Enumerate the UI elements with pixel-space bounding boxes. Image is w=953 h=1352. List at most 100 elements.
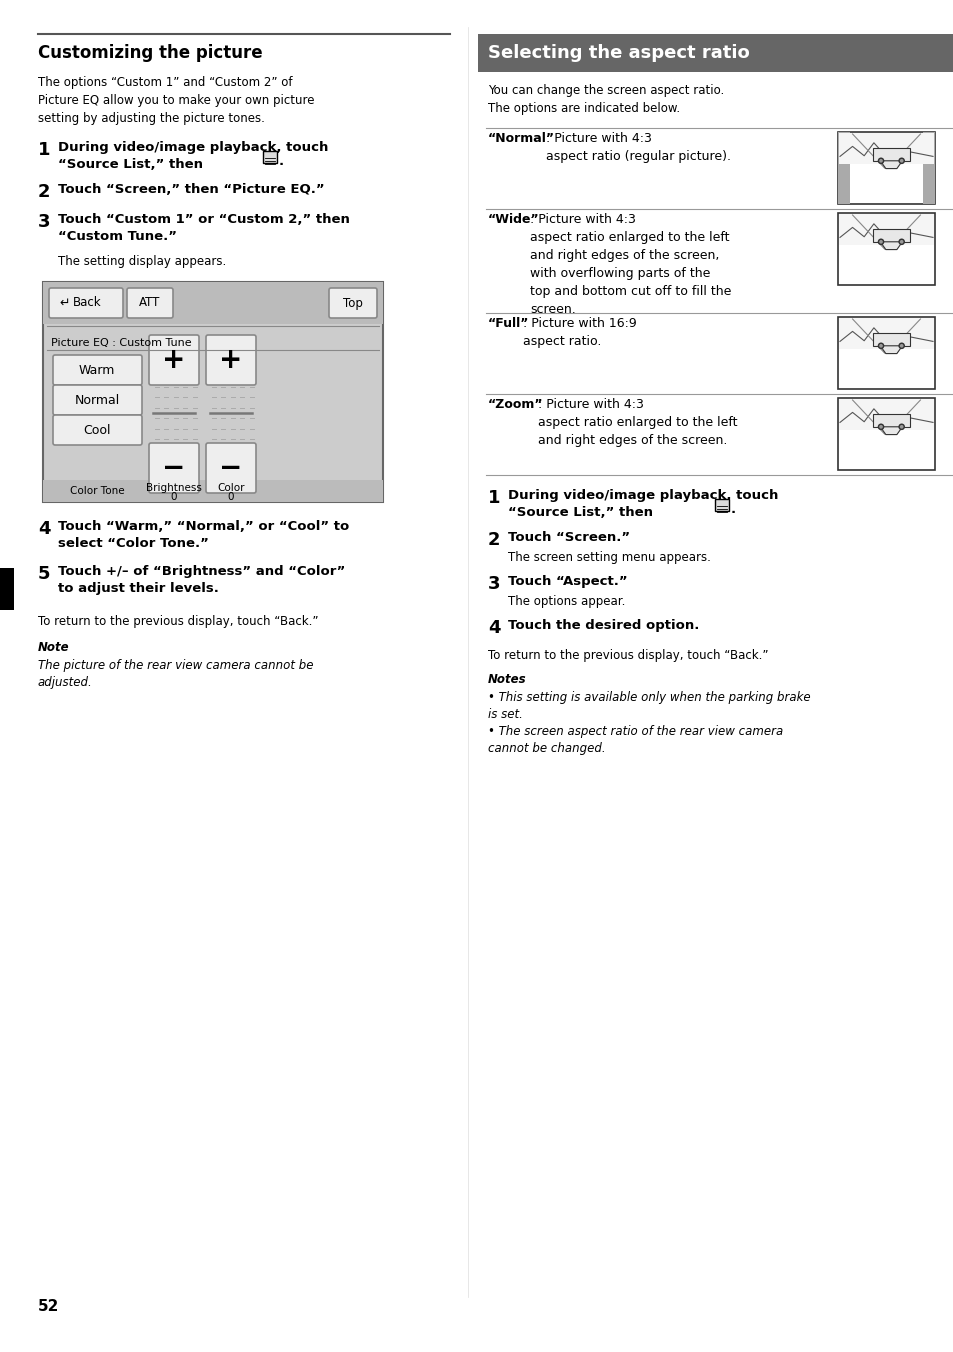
Text: Selecting the aspect ratio: Selecting the aspect ratio xyxy=(488,45,749,62)
Bar xyxy=(872,147,909,161)
Text: Note: Note xyxy=(38,641,70,654)
Text: Touch “Screen,” then “Picture EQ.”: Touch “Screen,” then “Picture EQ.” xyxy=(58,183,324,196)
FancyBboxPatch shape xyxy=(149,335,199,385)
Text: Brightness: Brightness xyxy=(146,483,202,493)
Text: 3: 3 xyxy=(38,214,51,231)
FancyBboxPatch shape xyxy=(206,335,255,385)
Text: Touch “Custom 1” or “Custom 2,” then
“Custom Tune.”: Touch “Custom 1” or “Custom 2,” then “Cu… xyxy=(58,214,350,243)
Text: Normal: Normal xyxy=(74,393,119,407)
Circle shape xyxy=(899,160,902,162)
Bar xyxy=(837,214,934,285)
Circle shape xyxy=(879,425,882,429)
Circle shape xyxy=(879,239,882,243)
FancyBboxPatch shape xyxy=(206,443,255,493)
Text: • The screen aspect ratio of the rear view camera
cannot be changed.: • The screen aspect ratio of the rear vi… xyxy=(488,725,782,754)
Text: 52: 52 xyxy=(38,1299,59,1314)
Circle shape xyxy=(877,238,883,245)
Bar xyxy=(714,499,728,511)
Text: Color Tone: Color Tone xyxy=(70,485,124,496)
Text: Color: Color xyxy=(217,483,245,493)
Polygon shape xyxy=(880,161,902,169)
FancyBboxPatch shape xyxy=(149,443,199,493)
Text: 0: 0 xyxy=(171,492,177,502)
Circle shape xyxy=(898,157,904,164)
Bar xyxy=(477,34,953,72)
Text: You can change the screen aspect ratio.
The options are indicated below.: You can change the screen aspect ratio. … xyxy=(488,84,723,115)
Bar xyxy=(923,132,934,204)
Text: 1: 1 xyxy=(488,489,500,507)
Bar xyxy=(838,318,933,349)
Bar xyxy=(837,316,934,389)
Bar xyxy=(872,228,909,242)
Text: 5: 5 xyxy=(38,565,51,583)
Circle shape xyxy=(899,343,902,347)
Text: 4: 4 xyxy=(488,619,500,637)
Text: Touch the desired option.: Touch the desired option. xyxy=(507,619,699,631)
Bar xyxy=(838,132,933,165)
Bar xyxy=(0,568,14,610)
FancyBboxPatch shape xyxy=(329,288,376,318)
Bar xyxy=(43,480,382,502)
Text: 2: 2 xyxy=(38,183,51,201)
Text: “Normal”: “Normal” xyxy=(488,132,555,145)
Text: Cool: Cool xyxy=(83,423,111,437)
Bar xyxy=(837,397,934,470)
Circle shape xyxy=(898,238,904,245)
Text: +: + xyxy=(219,346,242,375)
Text: Touch “Screen.”: Touch “Screen.” xyxy=(507,531,630,544)
Text: : Picture with 16:9
aspect ratio.: : Picture with 16:9 aspect ratio. xyxy=(522,316,636,347)
Text: ATT: ATT xyxy=(139,296,160,310)
Text: “Zoom”: “Zoom” xyxy=(488,397,543,411)
Text: Notes: Notes xyxy=(488,673,526,685)
Bar xyxy=(872,333,909,346)
Bar xyxy=(43,283,382,324)
Text: The options appear.: The options appear. xyxy=(507,595,625,608)
Bar xyxy=(837,132,849,204)
Text: 4: 4 xyxy=(38,521,51,538)
Circle shape xyxy=(877,157,883,164)
Text: Touch +/– of “Brightness” and “Color”
to adjust their levels.: Touch +/– of “Brightness” and “Color” to… xyxy=(58,565,345,595)
Text: ↵: ↵ xyxy=(59,296,70,310)
Text: During video/image playback, touch
“Source List,” then: During video/image playback, touch “Sour… xyxy=(58,141,328,170)
Text: The screen setting menu appears.: The screen setting menu appears. xyxy=(507,552,710,564)
Text: • This setting is available only when the parking brake
is set.: • This setting is available only when th… xyxy=(488,691,810,721)
Text: Warm: Warm xyxy=(79,364,115,376)
Text: To return to the previous display, touch “Back.”: To return to the previous display, touch… xyxy=(488,649,768,662)
Circle shape xyxy=(899,425,902,429)
Bar xyxy=(872,414,909,427)
Text: : Picture with 4:3
aspect ratio enlarged to the left
and right edges of the scre: : Picture with 4:3 aspect ratio enlarged… xyxy=(530,214,731,316)
Text: “Full”: “Full” xyxy=(488,316,529,330)
Text: .: . xyxy=(730,503,736,516)
Bar xyxy=(43,283,382,502)
Text: 3: 3 xyxy=(488,575,500,594)
Text: The options “Custom 1” and “Custom 2” of
Picture EQ allow you to make your own p: The options “Custom 1” and “Custom 2” of… xyxy=(38,76,314,124)
Text: : Picture with 4:3
aspect ratio (regular picture).: : Picture with 4:3 aspect ratio (regular… xyxy=(545,132,730,164)
Circle shape xyxy=(879,160,882,162)
Bar xyxy=(837,132,934,204)
Text: During video/image playback, touch
“Source List,” then: During video/image playback, touch “Sour… xyxy=(507,489,778,519)
Text: 0: 0 xyxy=(228,492,234,502)
Bar xyxy=(838,399,933,430)
FancyBboxPatch shape xyxy=(49,288,123,318)
Circle shape xyxy=(898,342,904,349)
Polygon shape xyxy=(880,242,902,250)
FancyBboxPatch shape xyxy=(53,385,142,415)
Text: The setting display appears.: The setting display appears. xyxy=(58,256,226,268)
Text: Back: Back xyxy=(73,296,102,310)
Circle shape xyxy=(877,423,883,430)
Circle shape xyxy=(898,423,904,430)
Text: To return to the previous display, touch “Back.”: To return to the previous display, touch… xyxy=(38,615,318,627)
Bar xyxy=(838,214,933,246)
Circle shape xyxy=(899,239,902,243)
Text: : Picture with 4:3
aspect ratio enlarged to the left
and right edges of the scre: : Picture with 4:3 aspect ratio enlarged… xyxy=(537,397,737,448)
Bar xyxy=(263,151,276,164)
Text: The picture of the rear view camera cannot be
adjusted.: The picture of the rear view camera cann… xyxy=(38,658,314,690)
Text: Touch “Warm,” “Normal,” or “Cool” to
select “Color Tone.”: Touch “Warm,” “Normal,” or “Cool” to sel… xyxy=(58,521,349,550)
Text: +: + xyxy=(162,346,186,375)
Polygon shape xyxy=(880,427,902,434)
FancyBboxPatch shape xyxy=(53,415,142,445)
Polygon shape xyxy=(880,346,902,354)
FancyBboxPatch shape xyxy=(53,356,142,385)
Circle shape xyxy=(877,342,883,349)
Text: Top: Top xyxy=(343,296,362,310)
